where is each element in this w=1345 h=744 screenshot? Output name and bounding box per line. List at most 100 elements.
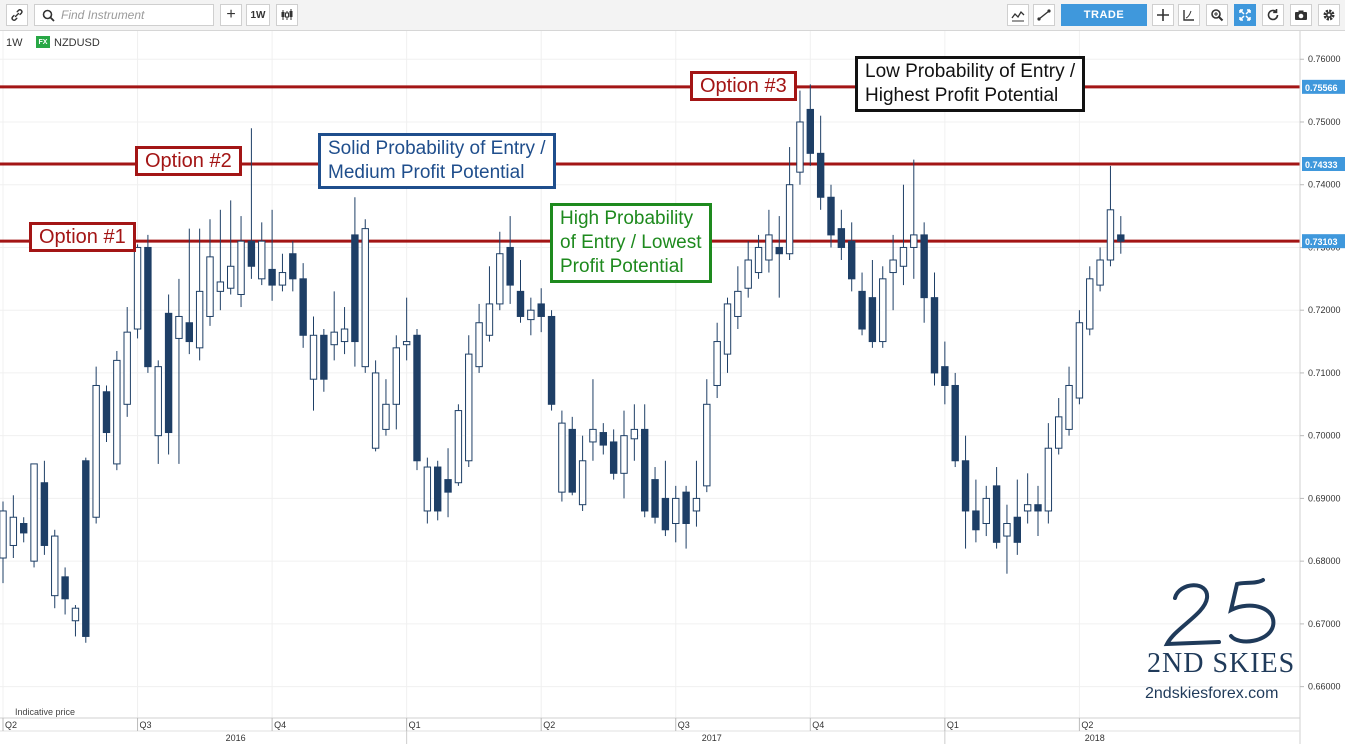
high-probability-line1: High Probability	[560, 208, 694, 229]
camera-icon[interactable]	[1290, 4, 1312, 26]
time-tick-label: Q2	[1081, 720, 1093, 730]
candle	[299, 263, 307, 348]
candle-body	[858, 290, 866, 330]
fit-icon[interactable]	[1234, 4, 1256, 26]
add-button[interactable]: +	[220, 4, 242, 26]
candle-body	[682, 491, 690, 525]
symbol-pair: NZDUSD	[54, 37, 100, 49]
candle	[216, 209, 225, 311]
timeframe-button[interactable]: 1W	[246, 4, 270, 26]
candle-body	[1117, 234, 1125, 242]
search-icon	[42, 9, 55, 22]
candle	[485, 266, 494, 342]
high-probability-line2: of Entry / Lowest	[560, 232, 702, 253]
candle-body	[1086, 278, 1094, 330]
candle	[82, 457, 90, 643]
candle-body	[206, 256, 214, 317]
candle	[672, 485, 680, 543]
price-tick-label: 0.68000	[1308, 556, 1341, 566]
link-icon[interactable]	[6, 4, 28, 26]
zoom-icon[interactable]	[1206, 4, 1228, 26]
candle-body	[599, 432, 607, 446]
candle	[1044, 423, 1053, 524]
candle-body	[651, 479, 659, 518]
candle-body	[1013, 516, 1021, 543]
candle-body	[247, 240, 256, 267]
candle	[454, 404, 463, 486]
candle	[434, 460, 442, 521]
logo-brand: 2ND SKIES	[1147, 648, 1296, 679]
candle-body	[1055, 416, 1063, 449]
option1-label: Option #1	[29, 222, 136, 252]
candle	[641, 404, 649, 518]
candle-body	[672, 497, 680, 525]
candle	[340, 307, 349, 355]
candle-body	[289, 253, 297, 280]
time-tick-label: Q1	[409, 720, 421, 730]
candle-body	[102, 391, 111, 434]
search-input[interactable]	[61, 7, 211, 23]
candle	[744, 241, 752, 298]
candle-body	[444, 479, 452, 493]
refresh-icon[interactable]	[1262, 4, 1284, 26]
candle	[268, 209, 276, 301]
candle	[258, 222, 266, 286]
candle	[51, 529, 59, 609]
low-probability-line2: Highest Profit Potential	[865, 85, 1059, 106]
measure-icon[interactable]	[1178, 4, 1200, 26]
trade-button[interactable]: TRADE	[1061, 4, 1147, 26]
candle-body	[113, 359, 121, 465]
candle	[713, 322, 721, 399]
candle	[144, 234, 152, 373]
crosshair-icon[interactable]	[1152, 4, 1174, 26]
candle	[941, 341, 949, 405]
candle-body	[641, 428, 649, 512]
candle-body	[992, 485, 1001, 543]
candle	[992, 467, 1001, 549]
candle-body	[744, 259, 752, 289]
candle-body	[382, 403, 390, 430]
candle	[113, 350, 121, 471]
candle-body	[330, 331, 338, 346]
indicators-icon[interactable]	[1007, 4, 1029, 26]
candle	[133, 244, 142, 339]
candle-body	[899, 246, 908, 267]
candle-body	[754, 246, 763, 274]
candle	[1013, 479, 1021, 555]
candle-body	[361, 228, 369, 368]
logo-site: 2ndskiesforex.com	[1145, 685, 1279, 702]
candle	[568, 416, 576, 496]
candle	[71, 605, 80, 637]
candles-icon[interactable]	[276, 4, 298, 26]
candle-body	[630, 428, 639, 440]
time-tick-label: Q3	[678, 720, 690, 730]
draw-line-icon[interactable]	[1033, 4, 1055, 26]
high-probability-line3: Profit Potential	[560, 256, 684, 277]
candle-body	[309, 334, 318, 380]
candle	[413, 329, 421, 471]
candle	[837, 209, 846, 260]
year-label: 2016	[226, 733, 246, 743]
candle-body	[765, 234, 773, 261]
candle	[382, 379, 390, 436]
price-level-tag-label: 0.75566	[1305, 83, 1338, 93]
candle-body	[620, 435, 628, 474]
candle-body	[51, 535, 59, 597]
candle-body	[123, 331, 131, 405]
price-tick-label: 0.67000	[1308, 619, 1341, 629]
candle	[972, 479, 980, 543]
candle	[589, 379, 597, 461]
gear-icon[interactable]	[1318, 4, 1340, 26]
candle-body	[320, 334, 328, 380]
candle	[1034, 485, 1042, 537]
instrument-search[interactable]	[34, 4, 214, 26]
price-chart[interactable]: 0.66000 0.67000 0.68000 0.69000 0.70000 0.710…	[0, 31, 1345, 744]
candle	[227, 200, 235, 295]
candles	[0, 84, 1125, 643]
candle	[206, 219, 214, 326]
candle-body	[1075, 322, 1084, 399]
candle	[961, 435, 970, 549]
candle-body	[589, 428, 597, 443]
candle-body	[506, 246, 514, 286]
option3-label: Option #3	[690, 71, 797, 101]
